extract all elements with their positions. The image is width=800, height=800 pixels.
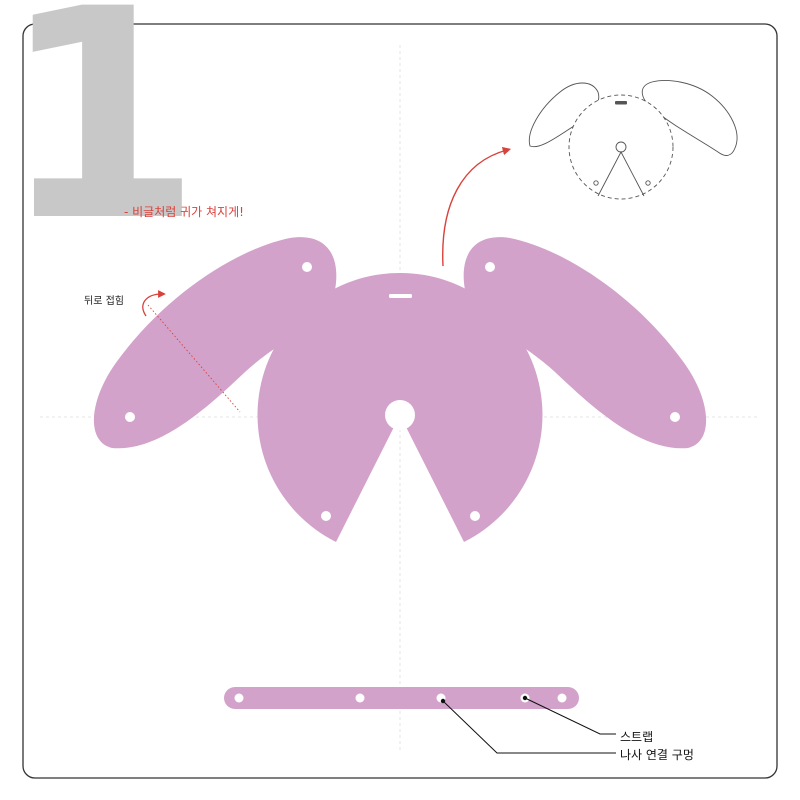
preview-right-ear (641, 80, 738, 156)
preview-v-lines (597, 151, 645, 197)
preview-center-hole (615, 141, 627, 153)
preview-arrow (442, 147, 512, 267)
step-number: 1 (0, 0, 202, 285)
outer-frame (22, 23, 778, 779)
callout-leaders (440, 695, 616, 754)
screw-hole-callout-label: 나사 연결 구멍 (620, 748, 694, 762)
preview-hole-left (593, 180, 599, 186)
preview-left-ear (528, 82, 600, 148)
assembled-preview (528, 80, 738, 200)
preview-hole-right (645, 180, 651, 186)
top-slot (389, 294, 412, 298)
strap-callout-label: 스트랩 (620, 730, 654, 744)
fold-line (147, 304, 241, 413)
left-ear (93, 237, 337, 449)
screw-hole-leader (442, 700, 616, 754)
mount-holes (125, 262, 680, 521)
flat-face-piece (93, 237, 707, 542)
center-hole (385, 400, 415, 430)
preview-slot (615, 101, 627, 105)
strap-leader (524, 697, 616, 735)
fold-arrow (142, 290, 166, 317)
right-ear (463, 237, 707, 449)
beagle-ear-note: - 비글처럼 귀가 쳐지게! (124, 205, 244, 219)
strap-body (224, 687, 579, 709)
fold-back-note: 뒤로 접힘 (84, 296, 124, 307)
